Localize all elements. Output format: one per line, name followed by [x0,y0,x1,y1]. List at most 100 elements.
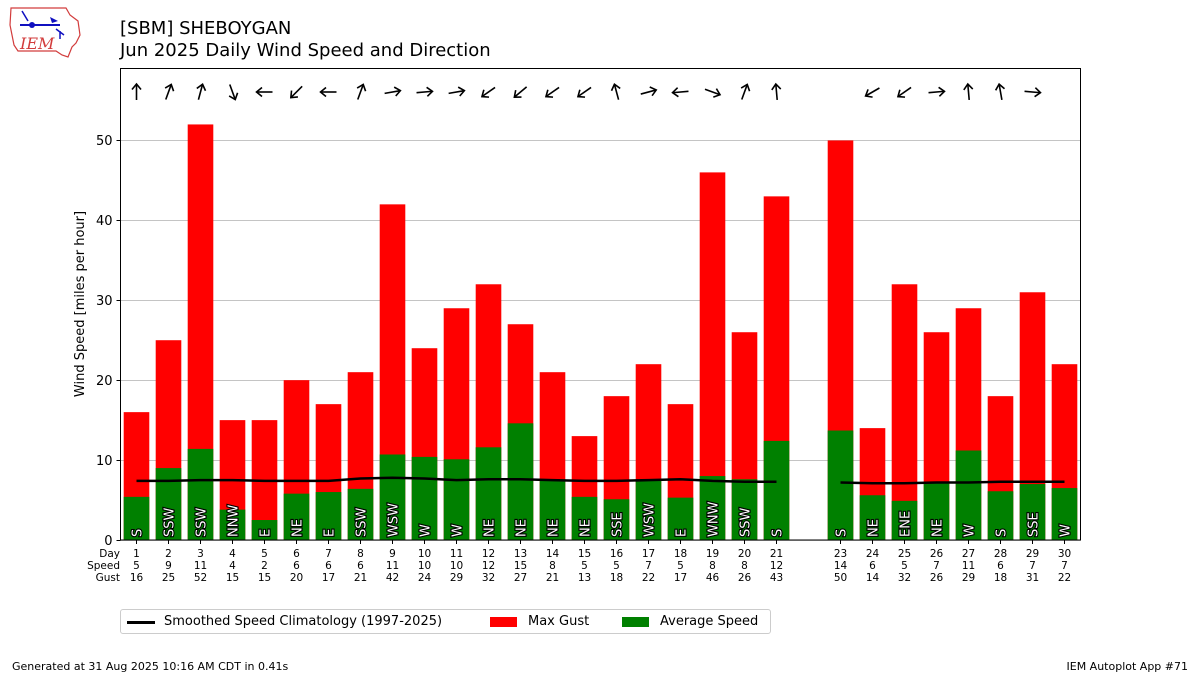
x-tick-label: 15 [258,572,271,584]
avg-speed-bar [635,480,662,540]
avg-speed-bar [731,479,758,540]
wind-arrow [640,86,658,97]
x-tick-label: 30 [1058,548,1071,560]
x-tick-label: 29 [1026,548,1039,560]
x-tick-label: 27 [514,572,527,584]
x-axis-ticks: DaySpeedGust1516292531152441552156620761… [87,540,1071,584]
avg-speed-bar [1019,484,1046,540]
x-tick-label: 5 [677,560,684,572]
avg-speed-bar [283,493,310,540]
x-tick-label: 15 [514,560,527,572]
x-tick-label: 18 [610,572,623,584]
avg-speed-bar [667,497,694,540]
x-tick-label: 32 [482,572,495,584]
wind-arrow [928,86,946,97]
avg-speed-bar [411,456,438,540]
wind-arrow [448,86,466,97]
y-tick-label: 50 [96,134,113,149]
avg-speed-bar [1051,488,1078,540]
x-tick-label: 6 [293,548,300,560]
wind-arrow [994,82,1006,101]
direction-label: SSW [163,507,178,537]
x-tick-label: 11 [194,560,207,572]
x-tick-label: 21 [770,548,783,560]
x-tick-label: 8 [741,560,748,572]
wind-arrow [356,83,367,100]
avg-speed-bar [219,509,246,540]
legend-climo-swatch [127,621,155,624]
legend: Smoothed Speed Climatology (1997-2025) M… [120,609,771,634]
x-tick-label: 22 [1058,572,1071,584]
gust-bar [891,284,918,540]
x-tick-label: 7 [645,560,652,572]
x-tick-label: 12 [482,548,495,560]
direction-label: ENE [899,511,914,537]
avg-speed-bar [475,447,502,540]
x-tick-label: 2 [261,560,268,572]
x-tick-label: 14 [834,560,848,572]
x-tick-label: 10 [418,548,431,560]
climatology-line [136,476,1065,485]
x-tick-label: 12 [482,560,495,572]
x-tick-label: 15 [226,572,239,584]
avg-speed-bar [187,448,214,540]
wind-arrow [576,86,592,98]
direction-label: E [259,529,274,537]
avg-speed-bar [987,491,1014,540]
x-tick-label: 6 [325,560,332,572]
x-tick-label: 12 [770,560,783,572]
direction-label: SSE [611,512,626,537]
direction-labels: S SSW SSW NNW E NE E SSW WSW W W NE NE NE NE SSE WSW E WNW… [129,500,1074,538]
wind-arrow [704,88,722,98]
x-tick-label: 19 [706,548,719,560]
row-label: Day [99,548,120,560]
x-tick-label: 20 [738,548,751,560]
x-tick-label: 32 [898,572,911,584]
x-tick-label: 25 [898,548,911,560]
wind-arrow [480,86,496,98]
x-tick-label: 5 [133,560,140,572]
avg-speed-bar [763,440,790,540]
direction-label: S [995,529,1010,537]
avg-speed-bar [603,499,630,540]
climatology-series [136,476,777,483]
x-tick-label: 31 [1026,572,1039,584]
x-tick-label: 8 [549,560,556,572]
wind-arrow [610,83,621,100]
row-label: Speed [87,560,120,572]
y-axis-ticks: 0 10 20 30 40 50 [96,134,121,549]
y-tick-label: 30 [96,294,113,309]
avg-speed-bar [379,454,406,540]
wind-arrow [740,83,751,100]
direction-label: S [131,529,146,537]
direction-label: NE [547,519,562,537]
x-tick-label: 15 [578,548,591,560]
x-tick-label: 23 [834,548,847,560]
wind-arrow [319,86,337,98]
x-tick-label: 52 [194,572,207,584]
direction-label: WSW [643,503,658,537]
x-tick-label: 43 [770,572,783,584]
x-tick-label: 27 [962,548,975,560]
row-label: Gust [96,572,120,584]
x-tick-label: 24 [866,548,880,560]
avg-speed-bar [827,430,854,540]
wind-arrow [228,84,239,101]
x-tick-label: 3 [197,548,204,560]
wind-arrow [513,86,528,98]
x-tick-label: 26 [930,572,944,584]
x-tick-label: 7 [325,548,332,560]
x-tick-label: 20 [290,572,303,584]
x-tick-label: 26 [738,572,752,584]
direction-label: W [419,524,434,537]
avg-speed-bar [891,500,918,540]
x-tick-label: 7 [933,560,940,572]
x-tick-label: 11 [386,560,399,572]
x-tick-label: 8 [709,560,716,572]
chart-title-subtitle: Jun 2025 Daily Wind Speed and Direction [120,40,491,61]
x-tick-label: 7 [1029,560,1036,572]
direction-label: W [451,524,466,537]
direction-label: SSW [195,507,210,537]
x-tick-label: 16 [610,548,624,560]
x-tick-label: 17 [322,572,335,584]
